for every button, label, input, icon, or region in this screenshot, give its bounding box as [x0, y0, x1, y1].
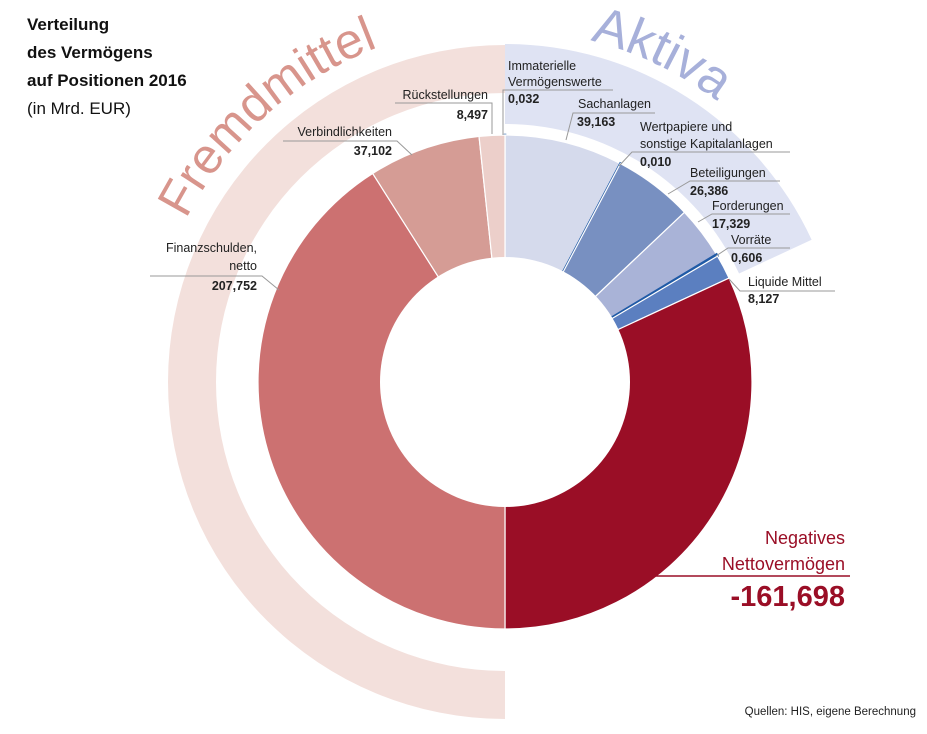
- svg-text:Nettovermögen: Nettovermögen: [722, 554, 845, 574]
- slice-label-finanzschulden: Finanzschulden, netto 207,752: [166, 241, 257, 293]
- slice-label-verbindlichkeiten: Verbindlichkeiten 37,102: [297, 125, 392, 158]
- svg-text:8,127: 8,127: [748, 292, 779, 306]
- svg-text:26,386: 26,386: [690, 184, 728, 198]
- unit-label: (in Mrd. EUR): [27, 99, 131, 118]
- svg-text:17,329: 17,329: [712, 217, 750, 231]
- slice-label-negatives-nettovermoegen: Negatives Nettovermögen -161,698: [722, 528, 845, 613]
- svg-text:Immaterielle: Immaterielle: [508, 59, 576, 73]
- svg-text:0,010: 0,010: [640, 155, 671, 169]
- svg-text:39,163: 39,163: [577, 115, 615, 129]
- slice-label-vorraete: Vorräte 0,606: [731, 233, 771, 265]
- svg-text:0,606: 0,606: [731, 251, 762, 265]
- slice-label-sachanlagen: Sachanlagen 39,163: [577, 97, 651, 129]
- title-line-2: des Vermögens: [27, 43, 153, 62]
- svg-text:Vorräte: Vorräte: [731, 233, 771, 247]
- band-aktiva: [505, 44, 812, 274]
- svg-text:8,497: 8,497: [457, 108, 488, 122]
- slice-label-beteiligungen: Beteiligungen 26,386: [690, 166, 766, 198]
- svg-text:Liquide Mittel: Liquide Mittel: [748, 275, 822, 289]
- svg-text:37,102: 37,102: [354, 144, 392, 158]
- band-fremdmittel: [168, 45, 505, 719]
- leader-lines: [150, 89, 850, 577]
- title-line-1: Verteilung: [27, 15, 109, 34]
- svg-text:Wertpapiere und: Wertpapiere und: [640, 120, 732, 134]
- svg-text:sonstige Kapitalanlagen: sonstige Kapitalanlagen: [640, 137, 773, 151]
- svg-text:Forderungen: Forderungen: [712, 199, 784, 213]
- svg-text:Vermögenswerte: Vermögenswerte: [508, 75, 602, 89]
- donut-hole: [380, 257, 630, 507]
- svg-text:Finanzschulden,: Finanzschulden,: [166, 241, 257, 255]
- title-line-3: auf Positionen 2016: [27, 71, 187, 90]
- svg-text:0,032: 0,032: [508, 92, 539, 106]
- svg-text:Rückstellungen: Rückstellungen: [403, 88, 489, 102]
- slice-label-rueckstellungen: Rückstellungen 8,497: [403, 88, 489, 122]
- slice-label-wertpapiere: Wertpapiere und sonstige Kapitalanlagen …: [640, 120, 773, 169]
- svg-text:Negatives: Negatives: [765, 528, 845, 548]
- slice-label-liquide-mittel: Liquide Mittel 8,127: [748, 275, 822, 306]
- svg-text:Beteiligungen: Beteiligungen: [690, 166, 766, 180]
- source-note: Quellen: HIS, eigene Berechnung: [745, 706, 916, 718]
- svg-text:207,752: 207,752: [212, 279, 257, 293]
- svg-text:Verbindlichkeiten: Verbindlichkeiten: [297, 125, 392, 139]
- svg-text:Sachanlagen: Sachanlagen: [578, 97, 651, 111]
- svg-text:netto: netto: [229, 259, 257, 273]
- slice-label-immaterielle: Immaterielle Vermögenswerte 0,032: [508, 59, 602, 106]
- svg-text:-161,698: -161,698: [731, 581, 846, 613]
- slice-label-forderungen: Forderungen 17,329: [712, 199, 784, 231]
